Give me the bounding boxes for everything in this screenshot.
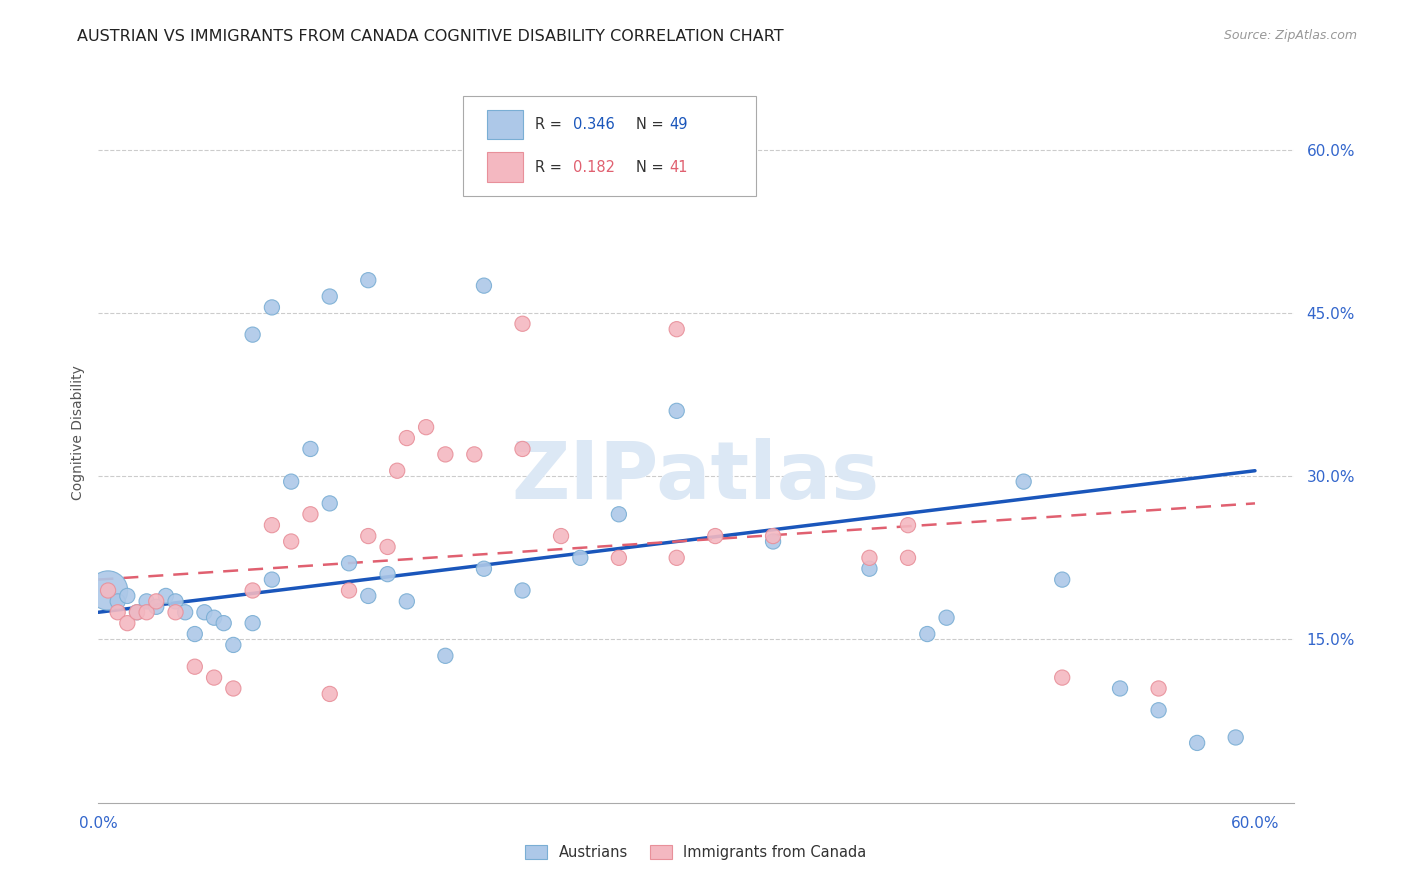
Point [395,431,418,445]
Point [472,562,495,576]
Point [607,550,630,565]
Point [242,583,264,598]
Point [135,605,157,619]
Point [762,529,785,543]
Text: Source: ZipAtlas.com: Source: ZipAtlas.com [1223,29,1357,42]
Text: N =: N = [637,160,668,175]
Point [117,616,139,631]
Text: N =: N = [637,117,668,132]
Point [550,529,572,543]
Point [1185,736,1208,750]
Text: 0.346: 0.346 [572,117,614,132]
Point [434,648,457,663]
Point [1147,681,1170,696]
Point [165,605,187,619]
Point [377,540,399,554]
Point [174,605,197,619]
Point [202,611,225,625]
Point [165,594,187,608]
Point [1050,573,1073,587]
Point [1147,703,1170,717]
Point [319,289,342,303]
Point [155,589,177,603]
Point [385,464,409,478]
Text: 0.182: 0.182 [572,160,614,175]
FancyBboxPatch shape [486,153,523,182]
Point [319,687,342,701]
Point [512,317,534,331]
Point [117,589,139,603]
Point [357,529,380,543]
Point [357,589,380,603]
Point [762,534,785,549]
Point [935,611,957,625]
Point [569,550,592,565]
Point [665,550,688,565]
Point [704,529,727,543]
Text: AUSTRIAN VS IMMIGRANTS FROM CANADA COGNITIVE DISABILITY CORRELATION CHART: AUSTRIAN VS IMMIGRANTS FROM CANADA COGNI… [77,29,785,44]
Point [434,447,457,461]
Point [125,605,148,619]
Point [184,627,207,641]
Point [222,638,245,652]
Point [472,278,495,293]
Point [512,442,534,456]
FancyBboxPatch shape [463,95,756,195]
Point [319,496,342,510]
Point [607,508,630,522]
Point [202,671,225,685]
Point [665,322,688,336]
Text: R =: R = [534,117,567,132]
Point [512,583,534,598]
Point [193,605,215,619]
Legend: Austrians, Immigrants from Canada: Austrians, Immigrants from Canada [519,839,873,866]
Text: ZIPatlas: ZIPatlas [512,438,880,516]
Point [858,562,880,576]
Point [415,420,437,434]
Point [222,681,245,696]
Point [260,518,283,533]
Point [897,550,920,565]
Point [107,605,129,619]
Point [1109,681,1132,696]
Point [1050,671,1073,685]
Point [107,594,129,608]
Point [280,475,302,489]
Point [260,301,283,315]
Point [242,616,264,631]
Point [242,327,264,342]
Point [897,518,920,533]
Point [463,447,485,461]
FancyBboxPatch shape [486,110,523,139]
Point [260,573,283,587]
Point [125,605,148,619]
Point [377,567,399,582]
Point [917,627,939,641]
Point [1225,731,1247,745]
Point [97,583,120,598]
Point [472,164,495,178]
Point [280,534,302,549]
Point [212,616,235,631]
Point [135,594,157,608]
Point [299,508,322,522]
Text: R =: R = [534,160,567,175]
Point [337,556,360,570]
Point [145,594,167,608]
Point [299,442,322,456]
Point [145,599,167,614]
Point [97,583,120,598]
Text: 41: 41 [669,160,688,175]
Text: 49: 49 [669,117,688,132]
Point [858,550,880,565]
Point [395,594,418,608]
Point [337,583,360,598]
Point [665,404,688,418]
Y-axis label: Cognitive Disability: Cognitive Disability [70,365,84,500]
Point [1012,475,1035,489]
Point [184,659,207,673]
Point [357,273,380,287]
